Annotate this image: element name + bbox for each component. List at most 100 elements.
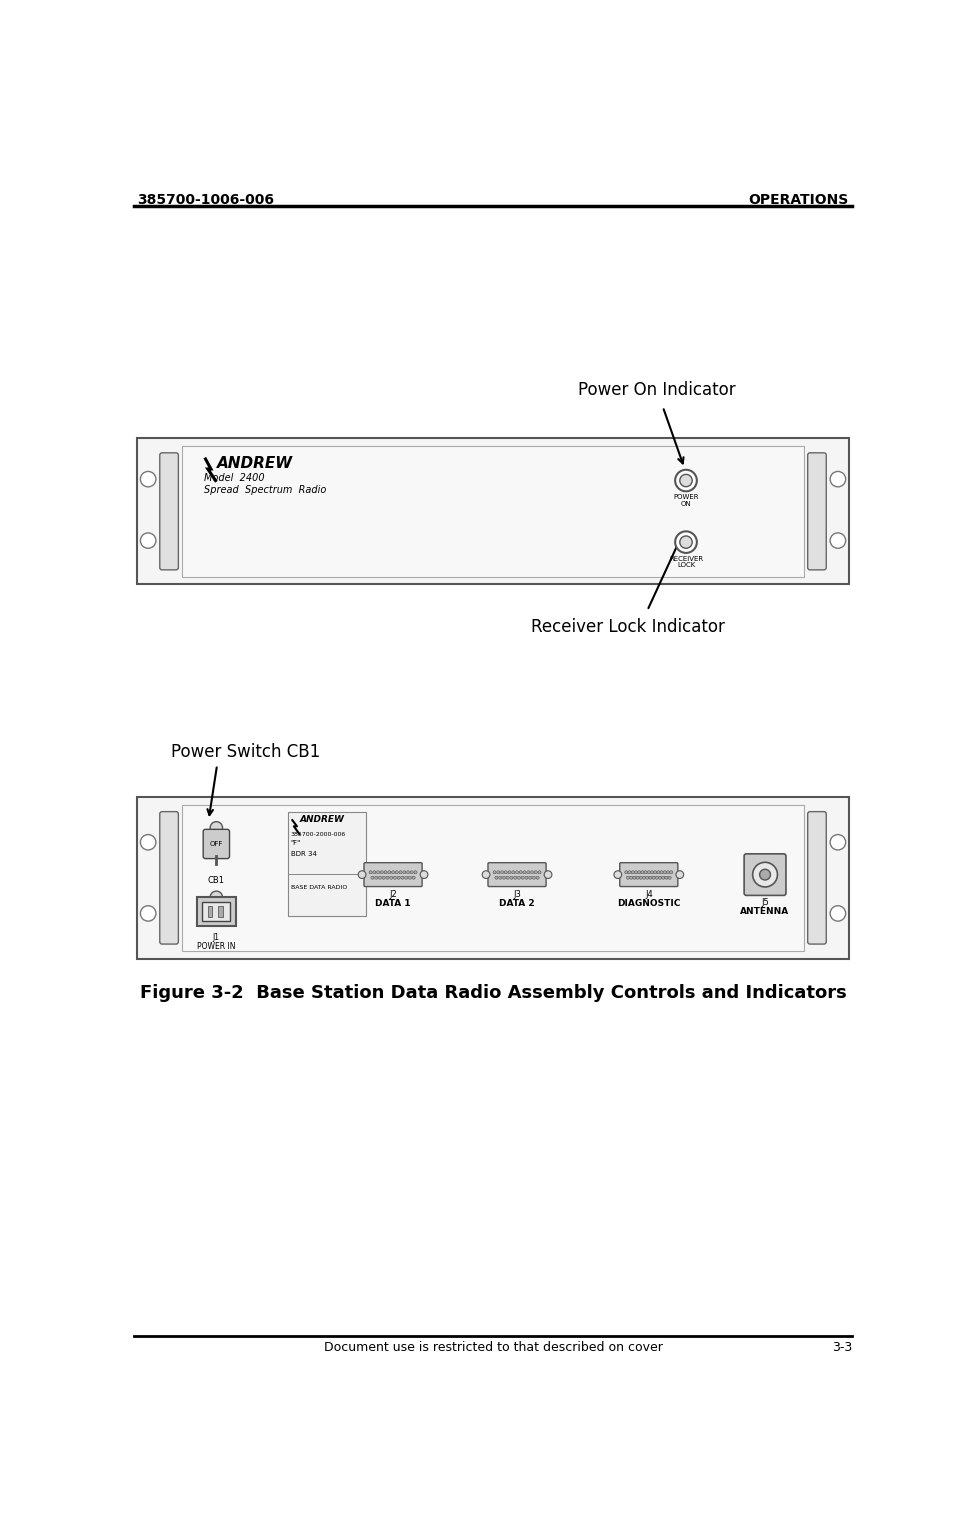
Circle shape xyxy=(357,871,365,879)
Circle shape xyxy=(397,876,400,879)
Circle shape xyxy=(372,871,376,874)
Text: J2: J2 xyxy=(389,890,397,899)
Text: Spread  Spectrum  Radio: Spread Spectrum Radio xyxy=(204,485,326,495)
Bar xyxy=(137,439,848,584)
Circle shape xyxy=(409,871,413,874)
Circle shape xyxy=(829,532,845,548)
Circle shape xyxy=(378,876,382,879)
Circle shape xyxy=(140,471,156,486)
Circle shape xyxy=(630,871,633,874)
Text: Power On Indicator: Power On Indicator xyxy=(577,380,734,399)
Circle shape xyxy=(502,876,505,879)
Bar xyxy=(202,902,230,920)
Circle shape xyxy=(637,871,640,874)
Circle shape xyxy=(140,834,156,850)
Circle shape xyxy=(654,876,657,879)
Circle shape xyxy=(387,871,390,874)
Circle shape xyxy=(492,871,496,874)
Circle shape xyxy=(666,871,669,874)
Circle shape xyxy=(411,876,415,879)
Text: ANTENNA: ANTENNA xyxy=(740,907,789,916)
Circle shape xyxy=(515,871,518,874)
FancyBboxPatch shape xyxy=(160,811,178,943)
Circle shape xyxy=(628,876,632,879)
Circle shape xyxy=(511,871,514,874)
Circle shape xyxy=(517,876,520,879)
Circle shape xyxy=(652,876,654,879)
Circle shape xyxy=(656,871,659,874)
Text: POWER
ON: POWER ON xyxy=(673,494,698,506)
Circle shape xyxy=(657,876,661,879)
Circle shape xyxy=(481,871,489,879)
Circle shape xyxy=(500,871,504,874)
Text: RECEIVER
LOCK: RECEIVER LOCK xyxy=(668,555,702,569)
Circle shape xyxy=(391,871,394,874)
Circle shape xyxy=(626,876,628,879)
Bar xyxy=(197,897,235,927)
Bar xyxy=(288,813,365,916)
Circle shape xyxy=(389,876,392,879)
Circle shape xyxy=(531,876,535,879)
Circle shape xyxy=(405,876,407,879)
Circle shape xyxy=(537,871,540,874)
Circle shape xyxy=(661,876,664,879)
Circle shape xyxy=(829,905,845,920)
Circle shape xyxy=(494,876,498,879)
Circle shape xyxy=(507,871,510,874)
Circle shape xyxy=(613,871,621,879)
Circle shape xyxy=(640,871,643,874)
Circle shape xyxy=(638,876,642,879)
Circle shape xyxy=(140,905,156,920)
Circle shape xyxy=(374,876,378,879)
Circle shape xyxy=(676,871,683,879)
Circle shape xyxy=(505,876,508,879)
Text: ANDREW: ANDREW xyxy=(300,816,345,824)
Circle shape xyxy=(675,469,696,491)
Circle shape xyxy=(420,871,428,879)
Circle shape xyxy=(403,871,406,874)
Text: DIAGNOSTIC: DIAGNOSTIC xyxy=(616,899,679,908)
FancyBboxPatch shape xyxy=(160,453,178,569)
Circle shape xyxy=(669,871,672,874)
Circle shape xyxy=(668,876,671,879)
Circle shape xyxy=(530,871,533,874)
Bar xyxy=(208,907,212,917)
Circle shape xyxy=(679,474,692,486)
Text: CB1: CB1 xyxy=(208,876,225,885)
Circle shape xyxy=(401,876,404,879)
Bar xyxy=(182,805,803,951)
Circle shape xyxy=(544,871,552,879)
Text: J1: J1 xyxy=(212,933,220,942)
Circle shape xyxy=(407,871,409,874)
FancyBboxPatch shape xyxy=(619,862,678,887)
Circle shape xyxy=(521,876,524,879)
Circle shape xyxy=(829,471,845,486)
Text: 385700-2000-006: 385700-2000-006 xyxy=(290,831,346,836)
Text: Power Switch CB1: Power Switch CB1 xyxy=(170,742,320,761)
Circle shape xyxy=(659,871,662,874)
Bar xyxy=(182,446,803,577)
Text: J3: J3 xyxy=(512,890,521,899)
Circle shape xyxy=(752,862,776,887)
Text: ANDREW: ANDREW xyxy=(217,456,293,471)
Circle shape xyxy=(632,876,635,879)
Circle shape xyxy=(525,876,528,879)
Circle shape xyxy=(380,871,383,874)
Text: Receiver Lock Indicator: Receiver Lock Indicator xyxy=(530,618,725,637)
FancyBboxPatch shape xyxy=(807,811,825,943)
Text: 3-3: 3-3 xyxy=(830,1341,850,1355)
Circle shape xyxy=(395,871,398,874)
Circle shape xyxy=(535,876,539,879)
FancyBboxPatch shape xyxy=(363,862,422,887)
Circle shape xyxy=(209,822,222,834)
Bar xyxy=(218,907,222,917)
Text: 385700-1006-006: 385700-1006-006 xyxy=(137,193,274,207)
Text: DATA 2: DATA 2 xyxy=(499,899,534,908)
Circle shape xyxy=(504,871,506,874)
Circle shape xyxy=(663,871,666,874)
Circle shape xyxy=(209,891,222,904)
Text: "F": "F" xyxy=(290,839,301,845)
Circle shape xyxy=(653,871,656,874)
Circle shape xyxy=(643,871,647,874)
Circle shape xyxy=(679,535,692,548)
